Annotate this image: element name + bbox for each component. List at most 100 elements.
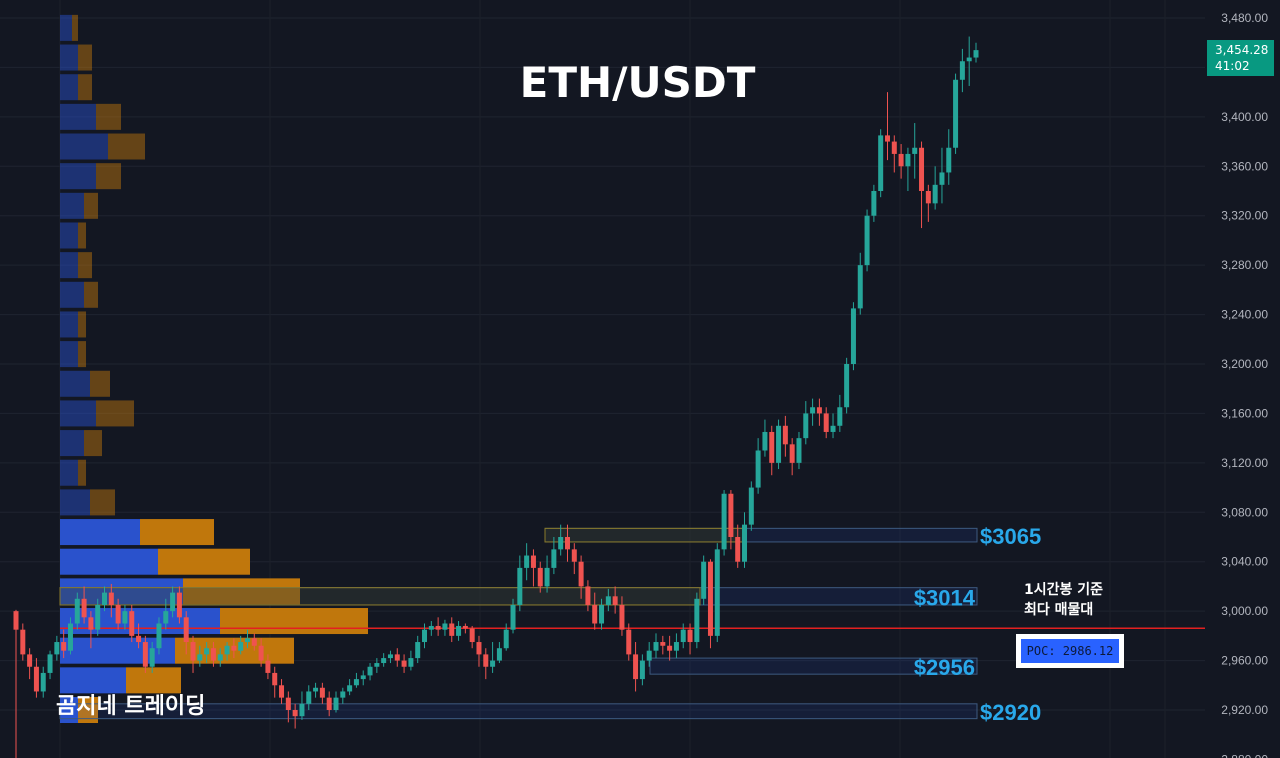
candle-body bbox=[680, 629, 686, 643]
vp-sell-bar bbox=[126, 667, 181, 694]
candle-body bbox=[633, 654, 639, 680]
candle-body bbox=[932, 184, 938, 204]
candle-body bbox=[306, 691, 312, 704]
vp-sell-bar bbox=[90, 370, 110, 397]
vp-sell-bar bbox=[84, 192, 98, 219]
candle-body bbox=[510, 604, 516, 630]
candle-body bbox=[428, 625, 434, 630]
candle-body bbox=[898, 153, 904, 167]
candle-body bbox=[721, 493, 727, 550]
candle-body bbox=[238, 642, 244, 651]
candle-body bbox=[673, 642, 679, 651]
candle-body bbox=[272, 672, 278, 686]
zone-label: $2956 bbox=[914, 655, 975, 680]
candle-body bbox=[755, 450, 761, 488]
candle-body bbox=[789, 444, 795, 463]
poc-note: 1시간봉 기준 최다 매물대 bbox=[1024, 580, 1103, 620]
brand-watermark: 곰지네 트레이딩 bbox=[56, 694, 206, 719]
candle-body bbox=[857, 265, 863, 309]
poc-note-line2: 최다 매물대 bbox=[1024, 602, 1094, 618]
vp-buy-bar bbox=[60, 548, 158, 575]
y-tick-label: 2,880.00 bbox=[1221, 752, 1268, 758]
candle-body bbox=[850, 308, 856, 364]
candle-body bbox=[503, 629, 509, 649]
candles bbox=[13, 36, 979, 758]
candle-body bbox=[694, 598, 700, 643]
candle-body bbox=[340, 691, 346, 698]
price-axis: 3,480.003,440.003,400.003,360.003,320.00… bbox=[1221, 11, 1268, 758]
y-tick-label: 3,400.00 bbox=[1221, 110, 1268, 124]
candle-body bbox=[748, 487, 754, 525]
candle-body bbox=[571, 549, 577, 562]
candle-body bbox=[864, 215, 870, 266]
vp-buy-bar bbox=[60, 252, 78, 279]
zone-rect bbox=[649, 657, 978, 675]
candle-body bbox=[796, 438, 802, 463]
candle-body bbox=[476, 642, 482, 655]
vp-sell-bar bbox=[78, 341, 86, 368]
zone-labels: $3065 $3014 $2956$2920 bbox=[914, 524, 1041, 725]
y-tick-label: 2,920.00 bbox=[1221, 703, 1268, 717]
vp-buy-bar bbox=[60, 519, 140, 546]
candle-body bbox=[905, 153, 911, 167]
vp-buy-bar bbox=[60, 311, 78, 338]
candle-body bbox=[959, 61, 965, 80]
candle-body bbox=[360, 675, 366, 680]
candle-body bbox=[742, 524, 748, 562]
vp-sell-bar bbox=[96, 163, 121, 190]
candle-body bbox=[953, 79, 959, 148]
candle-body bbox=[156, 623, 162, 649]
candle-body bbox=[564, 537, 570, 550]
candle-body bbox=[197, 654, 203, 661]
candle-body bbox=[33, 666, 39, 692]
candle-body bbox=[299, 703, 305, 717]
candle-body bbox=[74, 598, 80, 624]
poc-label: POC: 2986.12 bbox=[1021, 639, 1119, 663]
candle-body bbox=[415, 642, 421, 659]
vp-buy-bar bbox=[60, 637, 175, 664]
candle-body bbox=[517, 567, 523, 605]
y-tick-label: 3,040.00 bbox=[1221, 555, 1268, 569]
candle-body bbox=[54, 642, 60, 655]
candle-body bbox=[626, 629, 632, 655]
y-tick-label: 2,960.00 bbox=[1221, 654, 1268, 668]
y-tick-label: 3,280.00 bbox=[1221, 258, 1268, 272]
candle-body bbox=[687, 629, 693, 643]
candle-body bbox=[333, 697, 339, 710]
candle-body bbox=[816, 407, 822, 414]
candle-body bbox=[844, 364, 850, 408]
candle-body bbox=[939, 172, 945, 185]
vp-buy-bar bbox=[60, 103, 96, 130]
vp-buy-bar bbox=[60, 281, 84, 308]
candle-body bbox=[190, 642, 196, 661]
vp-sell-bar bbox=[84, 281, 98, 308]
candle-body bbox=[823, 413, 829, 432]
candle-body bbox=[735, 537, 741, 562]
vp-sell-bar bbox=[90, 489, 115, 516]
y-tick-label: 3,200.00 bbox=[1221, 357, 1268, 371]
vp-sell-bar bbox=[220, 608, 368, 635]
vp-sell-bar bbox=[140, 519, 214, 546]
candle-body bbox=[347, 685, 353, 692]
candle-body bbox=[176, 592, 182, 618]
candle-body bbox=[592, 604, 598, 624]
candle-body bbox=[381, 658, 387, 664]
zone-label: $2920 bbox=[980, 700, 1041, 725]
vp-sell-bar bbox=[78, 44, 92, 71]
vp-buy-bar bbox=[60, 578, 183, 605]
vp-buy-bar bbox=[60, 341, 78, 368]
candle-body bbox=[537, 567, 543, 587]
candle-body bbox=[183, 617, 189, 643]
candle-body bbox=[115, 604, 121, 624]
candle-body bbox=[530, 555, 536, 568]
candle-body bbox=[20, 629, 26, 655]
candle-body bbox=[422, 629, 428, 643]
vp-sell-bar bbox=[183, 578, 300, 605]
vp-buy-bar bbox=[60, 370, 90, 397]
candle-body bbox=[88, 617, 94, 630]
y-tick-label: 3,240.00 bbox=[1221, 308, 1268, 322]
candle-body bbox=[102, 592, 108, 605]
candle-body bbox=[524, 555, 530, 568]
candle-body bbox=[769, 431, 775, 463]
candle-body bbox=[646, 650, 652, 661]
